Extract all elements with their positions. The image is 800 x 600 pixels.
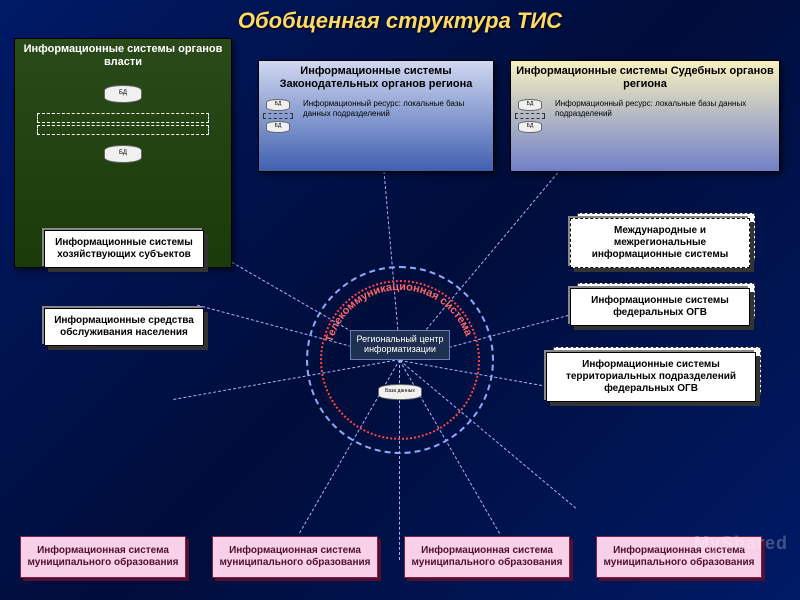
box-municipal: Информационная система муниципального об… xyxy=(404,536,570,578)
center-hub: Телекоммуникационная система Региональны… xyxy=(320,280,480,440)
box-econ-subjects: Информационные системы хозяйствующих суб… xyxy=(44,230,204,268)
panel-judicial-title: Информационные системы Судебных органов … xyxy=(511,61,779,95)
box-population-services: Информационные средства обслуживания нас… xyxy=(44,308,204,346)
db-icon: БД xyxy=(266,99,290,111)
panel-judicial-desc: Информационный ресурс: локальные базы да… xyxy=(551,99,775,118)
box-municipal: Информационная система муниципального об… xyxy=(20,536,186,578)
watermark: MyShared xyxy=(694,533,788,554)
center-db: База данных xyxy=(378,384,422,400)
placeholder-row xyxy=(37,113,210,123)
db-icon: База данных xyxy=(378,384,422,400)
panel-legislative: Информационные системы Законодательных о… xyxy=(258,60,494,172)
page-title: Обобщенная структура ТИС xyxy=(0,0,800,34)
bottom-row: Информационная система муниципального об… xyxy=(20,536,762,578)
inner-ring xyxy=(320,280,480,440)
box-international: Международные и межрегиональные информац… xyxy=(570,218,750,268)
panel-legislative-title: Информационные системы Законодательных о… xyxy=(259,61,493,95)
box-municipal: Информационная система муниципального об… xyxy=(212,536,378,578)
db-icon: БД xyxy=(104,85,142,103)
panel-legislative-desc: Информационный ресурс: локальные базы да… xyxy=(299,99,489,118)
db-stack: БД БД xyxy=(15,85,231,163)
db-stack: БД БД xyxy=(515,99,545,133)
placeholder-row xyxy=(37,125,210,135)
db-icon: БД xyxy=(518,99,542,111)
box-federal: Информационные системы федеральных ОГВ xyxy=(570,288,750,326)
db-icon: БД xyxy=(266,121,290,133)
panel-gov-title: Информационные системы органов власти xyxy=(15,39,231,73)
db-stack: БД БД xyxy=(263,99,293,133)
center-box: Региональный центр информатизации xyxy=(350,330,450,360)
db-icon: БД xyxy=(518,121,542,133)
db-icon: БД xyxy=(104,145,142,163)
panel-judicial: Информационные системы Судебных органов … xyxy=(510,60,780,172)
box-territorial: Информационные системы территориальных п… xyxy=(546,352,756,402)
